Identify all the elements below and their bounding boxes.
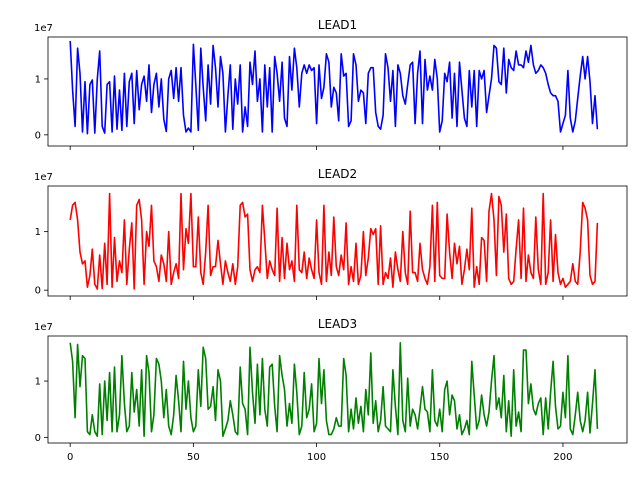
y-multiplier-label: 1e7 <box>34 23 53 34</box>
y-multiplier-label: 1e7 <box>34 172 53 183</box>
axes-frame <box>47 185 628 297</box>
x-tick-label: 50 <box>187 452 200 463</box>
y-tick-label: 0 <box>35 286 41 297</box>
x-tick-label: 100 <box>307 452 326 463</box>
y-tick-label: 1 <box>35 227 41 238</box>
x-tick-label: 0 <box>67 452 73 463</box>
y-tick-label: 1 <box>35 377 41 388</box>
series-line-lead1 <box>69 40 599 135</box>
axes-frame <box>47 36 628 147</box>
axes-frame <box>47 335 628 444</box>
y-tick-label: 1 <box>35 74 41 85</box>
panel-lead1: LEAD1 1e7 0 1 <box>34 18 628 150</box>
chart-title: LEAD2 <box>318 167 357 181</box>
x-tick-label: 200 <box>553 452 572 463</box>
chart-title: LEAD1 <box>318 18 357 32</box>
chart-title: LEAD3 <box>318 317 357 331</box>
y-tick-label: 0 <box>35 433 41 444</box>
panel-lead2: LEAD2 1e7 0 1 <box>34 167 628 300</box>
x-tick-label: 150 <box>430 452 449 463</box>
series-line-lead2 <box>69 192 599 290</box>
series-line-lead3 <box>69 341 599 438</box>
y-tick-label: 0 <box>35 130 41 141</box>
panel-lead3: LEAD3 1e7 0 1 0 50 100 150 200 <box>34 317 628 463</box>
y-multiplier-label: 1e7 <box>34 322 53 333</box>
